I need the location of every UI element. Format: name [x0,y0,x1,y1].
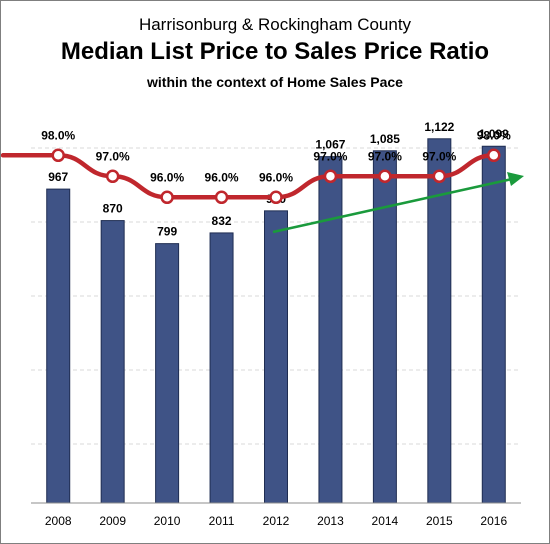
x-tick-label: 2009 [99,514,126,528]
bar-value-label: 1,067 [315,138,345,152]
bar [372,150,397,504]
bar-value-label: 1,122 [424,120,454,134]
bar-value-label: 799 [157,225,177,239]
chart-subtitle: within the context of Home Sales Pace [147,74,403,90]
bar-value-label: 967 [48,170,68,184]
ratio-value-label: 98.0% [41,128,75,142]
ratio-point [378,169,392,184]
ratio-line [1,153,497,200]
x-tick-label: 2011 [209,514,235,528]
x-tick-label: 2010 [154,514,181,528]
x-tick-label: 2008 [45,514,72,528]
x-tick-label: 2014 [372,514,399,528]
bar [481,145,506,504]
ratio-value-label: 96.0% [150,170,184,184]
ratio-point [160,190,174,205]
ratio-point [105,169,120,184]
trend-arrow-head [507,172,524,186]
x-tick-label: 2012 [263,514,290,528]
ratio-value-label: 96.0% [205,170,239,184]
bar [264,210,288,504]
ratio-point [269,190,283,205]
chart-title-line1: Harrisonburg & Rockingham County [138,15,412,34]
x-tick-label: 2016 [480,514,507,528]
ratio-value-label: 97.0% [368,149,402,163]
x-tick-label: 2015 [426,514,453,528]
bar [318,156,343,504]
ratio-value-label: 96.0% [259,170,293,184]
chart-title-line2: Median List Price to Sales Price Ratio [60,38,490,65]
bar [209,232,234,504]
ratio-point [323,169,338,184]
ratio-point [214,190,229,205]
ratio-value-label: 98.0% [477,128,511,142]
ratio-value-label: 97.0% [313,149,347,163]
x-tick-label: 2013 [317,514,344,528]
ratio-value-label: 97.0% [422,149,456,163]
bar [46,188,71,504]
bar [100,220,125,504]
ratio-point [487,148,501,163]
ratio-point [432,169,447,184]
bar-value-label: 832 [212,214,232,228]
ratio-point [51,148,65,163]
ratio-value-label: 97.0% [96,149,130,163]
bar-value-label: 1,085 [370,132,400,146]
bar-value-label: 870 [103,202,123,216]
trend-arrow-shaft [272,177,513,234]
bar [155,243,180,504]
bar-value-label: 1,099 [479,127,509,141]
